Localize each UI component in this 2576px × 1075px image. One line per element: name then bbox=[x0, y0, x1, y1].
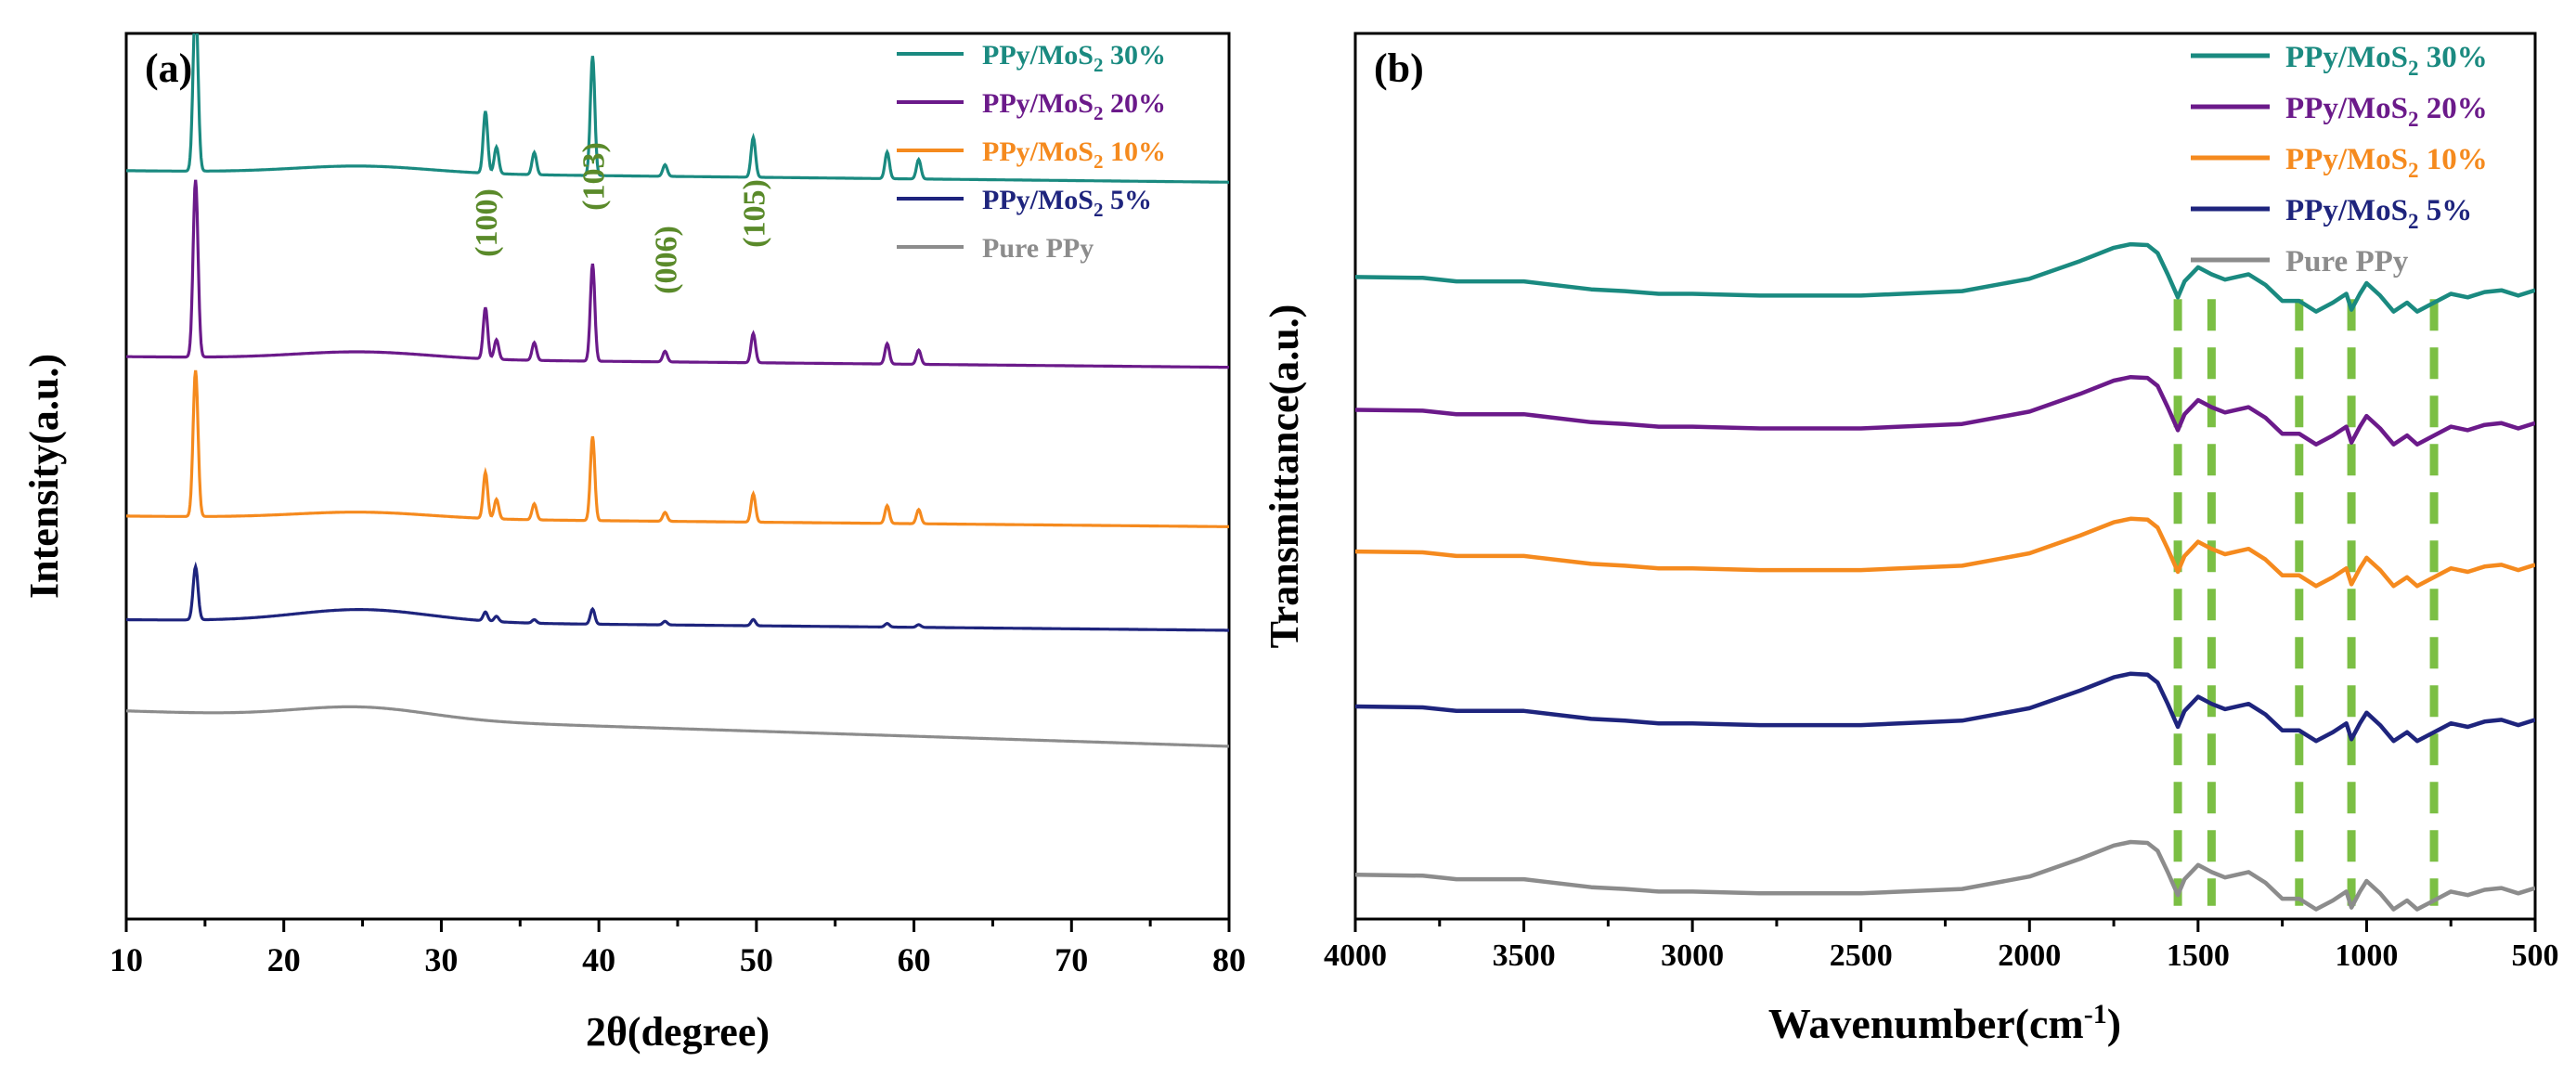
peak-label-layer: (100) (103) (006) (105) bbox=[470, 142, 772, 294]
x-tick-label-a-0: 10 bbox=[110, 941, 143, 978]
panel-a: (a) (100) (103) (006) (105) 10 20 30 40 50 60 70 8… bbox=[21, 32, 1246, 1055]
legend-b-label-2: PPy/MoS2 10% bbox=[2285, 143, 2488, 182]
x-tick-label-a-4: 50 bbox=[740, 941, 773, 978]
xrd-series-line-0 bbox=[126, 33, 1229, 184]
legend-b: PPy/MoS2 30% PPy/MoS2 20% PPy/MoS2 10% PPy/… bbox=[2191, 41, 2488, 278]
ftir-series-line-3 bbox=[1355, 671, 2535, 744]
ftir-series-line-0 bbox=[1355, 241, 2535, 314]
peak-label-1: (103) bbox=[576, 142, 611, 211]
panel-label-b: (b) bbox=[1374, 45, 1424, 91]
legend-b-label-0: PPy/MoS2 30% bbox=[2285, 41, 2488, 80]
legend-a-label-4: Pure PPy bbox=[982, 233, 1094, 264]
xrd-series-line-4 bbox=[126, 705, 1229, 748]
x-tick-label-b-5: 1500 bbox=[2167, 939, 2230, 973]
peak-label-3: (105) bbox=[737, 179, 771, 248]
x-tick-label-b-6: 1000 bbox=[2335, 939, 2398, 973]
x-tick-label-a-6: 70 bbox=[1055, 941, 1088, 978]
legend-b-label-4: Pure PPy bbox=[2285, 245, 2409, 278]
x-ticks-a: 10 20 30 40 50 60 70 80 bbox=[110, 919, 1246, 978]
x-tick-label-b-7: 500 bbox=[2512, 939, 2559, 973]
x-tick-label-b-3: 2500 bbox=[1830, 939, 1893, 973]
y-axis-label-b: Transmittance(a.u.) bbox=[1262, 304, 1307, 649]
legend-b-label-1: PPy/MoS2 20% bbox=[2285, 92, 2488, 131]
x-tick-label-b-1: 3500 bbox=[1493, 939, 1556, 973]
ftir-series-line-4 bbox=[1355, 839, 2535, 912]
panel-label-a: (a) bbox=[145, 45, 192, 91]
x-axis-label-b: Wavenumber(cm-1) bbox=[1768, 999, 2121, 1047]
x-tick-label-b-2: 3000 bbox=[1661, 939, 1724, 973]
legend-a-label-2: PPy/MoS2 10% bbox=[982, 136, 1166, 173]
x-tick-label-a-5: 60 bbox=[898, 941, 931, 978]
xrd-series-line-1 bbox=[126, 179, 1229, 369]
xrd-series-line-3 bbox=[126, 561, 1229, 632]
peak-label-2: (006) bbox=[649, 226, 683, 294]
legend-a-label-1: PPy/MoS2 20% bbox=[982, 88, 1166, 124]
legend-a: PPy/MoS2 30% PPy/MoS2 20% PPy/MoS2 10% PPy/… bbox=[897, 40, 1166, 264]
x-tick-label-b-0: 4000 bbox=[1324, 939, 1387, 973]
x-tick-label-a-1: 20 bbox=[267, 941, 301, 978]
legend-a-label-3: PPy/MoS2 5% bbox=[982, 185, 1152, 221]
ftir-series-line-1 bbox=[1355, 374, 2535, 447]
legend-b-label-3: PPy/MoS2 5% bbox=[2285, 194, 2472, 233]
x-tick-label-a-3: 40 bbox=[582, 941, 615, 978]
x-ticks-b: 4000 3500 3000 2500 2000 1500 1000 500 bbox=[1324, 919, 2559, 973]
x-axis-label-a: 2θ(degree) bbox=[586, 1009, 770, 1055]
series-layer-a bbox=[126, 33, 1229, 748]
x-tick-label-a-2: 30 bbox=[424, 941, 458, 978]
series-layer-b bbox=[1355, 241, 2535, 912]
x-tick-label-b-4: 2000 bbox=[1998, 939, 2061, 973]
y-axis-label-a: Intensity(a.u.) bbox=[21, 354, 67, 599]
reference-lines bbox=[2173, 299, 2439, 906]
peak-label-0: (100) bbox=[470, 188, 504, 257]
xrd-series-line-2 bbox=[126, 369, 1229, 528]
ftir-series-line-2 bbox=[1355, 516, 2535, 589]
x-tick-label-a-7: 80 bbox=[1212, 941, 1246, 978]
legend-a-label-0: PPy/MoS2 30% bbox=[982, 40, 1166, 76]
panel-b: (b) 4000 3500 3000 2500 2000 1500 1000 500 PPy/… bbox=[1262, 32, 2559, 1047]
